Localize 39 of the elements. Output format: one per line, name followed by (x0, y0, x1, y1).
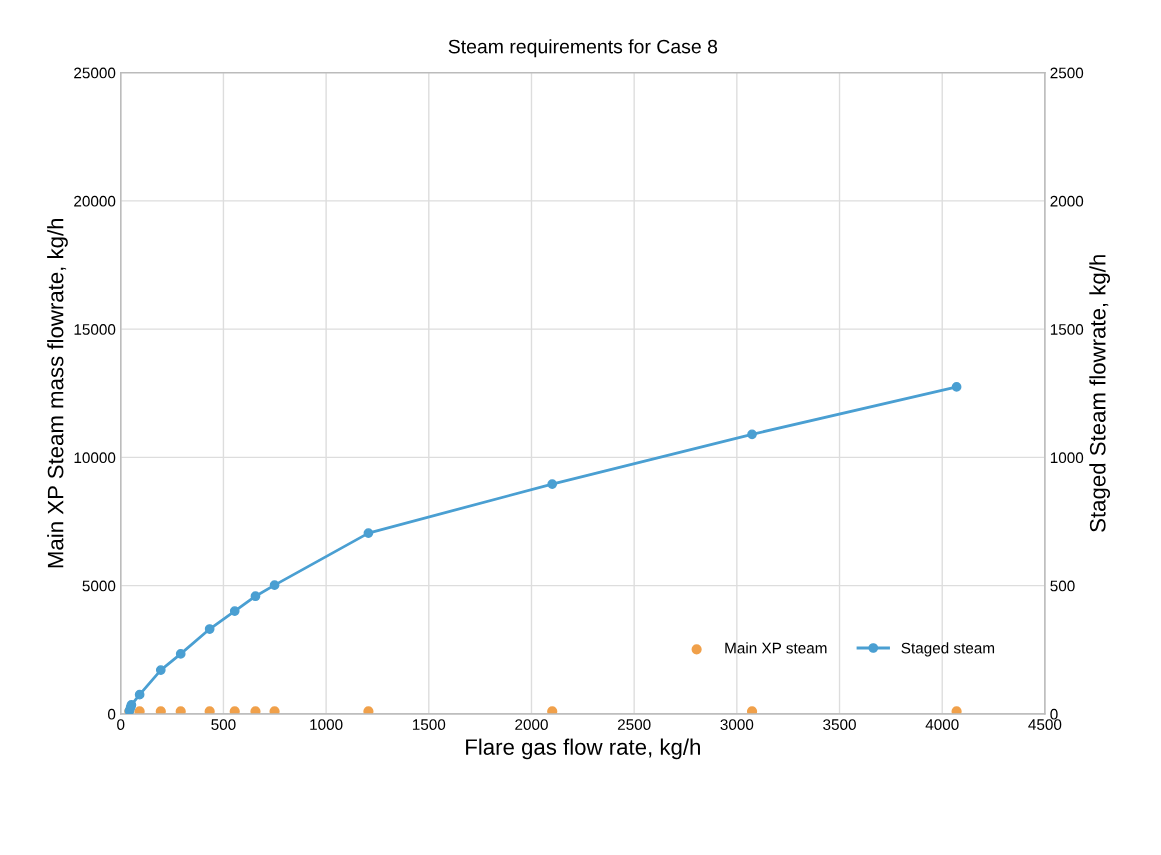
point (204, 624, 215, 634)
point (175, 649, 186, 659)
point (269, 580, 280, 591)
y-tick-label: 20000 (74, 195, 116, 207)
y2-tick-label: 2500 (1050, 67, 1084, 79)
point (747, 429, 757, 440)
point (250, 591, 261, 602)
y-tick-label: 5000 (82, 580, 116, 592)
y-tick-label: 25000 (74, 67, 116, 79)
x-tick-label: 2000 (515, 719, 548, 731)
point (547, 479, 558, 489)
x-tick-label: 2500 (617, 719, 651, 731)
point (363, 528, 374, 538)
y2-tick-label: 1000 (1050, 452, 1084, 464)
point (951, 382, 962, 392)
x-tick-label: 1000 (310, 719, 343, 731)
y2-tick-label: 500 (1050, 580, 1075, 592)
x-tick-label: 0 (117, 719, 125, 731)
point (134, 689, 145, 700)
x-axis-title: Flare gas flow rate, kg/h (466, 738, 700, 760)
legend-label: Main XP steam (725, 642, 827, 654)
x-tick-label: 3000 (720, 719, 754, 731)
y2-axis-title: Staged Steam flowrate, kg/h (1089, 255, 1111, 532)
point (155, 665, 166, 675)
y2-tick-label: 2000 (1050, 195, 1084, 207)
point (229, 606, 240, 616)
y-tick-label: 10000 (74, 452, 116, 464)
x-tick-label: 4000 (925, 719, 959, 731)
x-tick-label: 3500 (823, 719, 856, 731)
y2-tick-label: 0 (1050, 708, 1058, 720)
legend-label: Staged steam (901, 642, 995, 657)
x-tick-label: 1500 (412, 719, 446, 731)
x-tick-label: 4500 (1028, 719, 1062, 731)
y2-tick-label: 1500 (1050, 324, 1084, 335)
y-tick-label: 0 (107, 708, 116, 720)
chart-title: Steam requirements for Case 8 (448, 39, 718, 58)
y-axis-title: Main XP Steam mass flowrate, kg/h (47, 218, 68, 568)
y-tick-label: 15000 (74, 324, 116, 335)
x-tick-label: 500 (211, 719, 236, 731)
